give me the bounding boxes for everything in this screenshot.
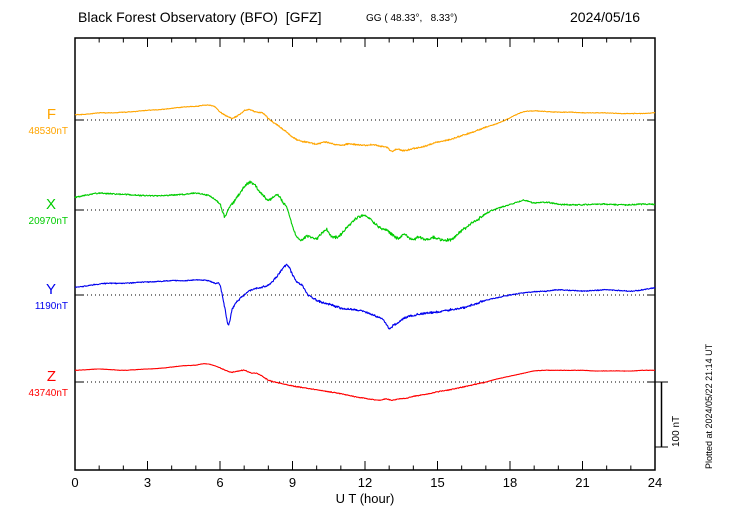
trace-label-X: X	[45, 196, 56, 213]
scale-bar-label: 100 nT	[671, 415, 682, 447]
trace-Y	[74, 263, 656, 330]
trace-label-Z: Z	[46, 368, 56, 385]
x-tick-label: 24	[648, 475, 662, 490]
trace-Z	[74, 363, 656, 402]
plot-date: 2024/05/16	[570, 9, 641, 25]
trace-F	[74, 104, 656, 153]
trace-value-Y: 1190nT	[34, 301, 68, 312]
trace-value-Z: 43740nT	[28, 388, 68, 399]
x-tick-label: 3	[144, 475, 151, 490]
plot-border	[74, 37, 656, 471]
trace-X	[74, 180, 656, 242]
x-tick-label: 6	[216, 475, 223, 490]
x-tick-label: 18	[503, 475, 517, 490]
trace-value-X: 20970nT	[28, 216, 68, 227]
observatory-coords: GG ( 48.33°, 8.33°)	[366, 13, 458, 24]
trace-label-F: F	[46, 106, 56, 123]
plotted-at-note: Plotted at 2024/05/22 21:14 UT	[704, 343, 714, 469]
x-tick-label: 21	[575, 475, 589, 490]
trace-label-Y: Y	[45, 281, 56, 298]
x-axis-label: U T (hour)	[335, 491, 395, 506]
x-tick-label: 0	[71, 475, 78, 490]
page-title: Black Forest Observatory (BFO) [GFZ]	[78, 9, 322, 25]
x-tick-label: 15	[430, 475, 444, 490]
trace-value-F: 48530nT	[28, 126, 68, 137]
x-tick-label: 12	[358, 475, 372, 490]
x-tick-label: 9	[289, 475, 296, 490]
